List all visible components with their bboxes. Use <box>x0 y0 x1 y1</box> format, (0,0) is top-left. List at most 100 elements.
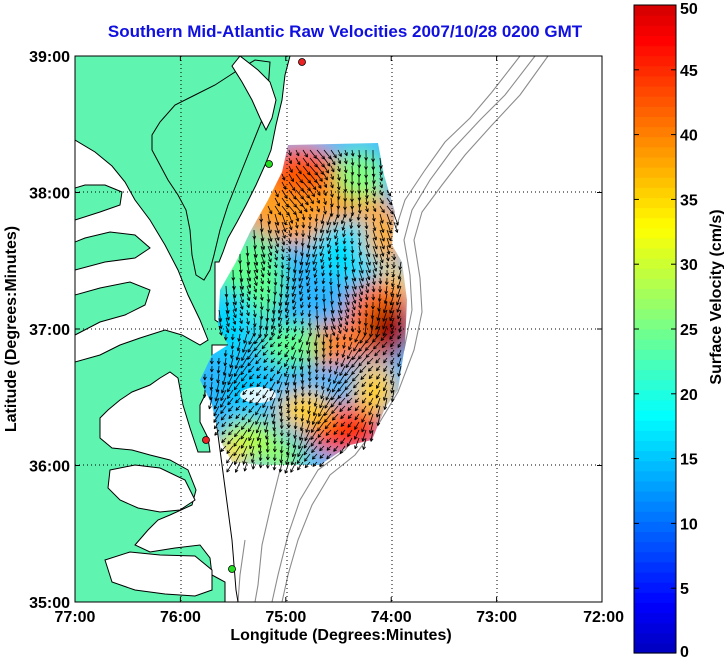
y-axis: 35:00 36:00 37:00 38:00 39:00 <box>29 49 602 612</box>
colorbar-cell <box>634 65 676 77</box>
colorbar-cell <box>634 55 676 67</box>
colorbar-cell <box>634 126 676 138</box>
colorbar-cell <box>634 572 676 583</box>
colorbar-cell <box>634 612 676 624</box>
colorbar-cell <box>634 227 676 239</box>
colorbar-cell <box>634 551 676 563</box>
velocity-vectors <box>202 149 403 474</box>
radar-stations <box>202 58 306 573</box>
y-tick-label: 35:00 <box>29 595 70 612</box>
sound-pamlico <box>104 551 213 597</box>
colorbar-cell <box>634 470 676 482</box>
colorbar-cell <box>634 480 676 492</box>
colorbar-cell <box>634 511 676 522</box>
colorbar-cell <box>634 167 676 178</box>
colorbar-cell <box>634 136 676 148</box>
colorbar-cell <box>634 106 676 117</box>
colorbar-tick-label: 5 <box>680 581 689 598</box>
colorbar-cell <box>634 622 676 634</box>
y-tick-label: 39:00 <box>29 49 70 66</box>
colorbar-cell <box>634 329 676 340</box>
colorbar-cell <box>634 207 676 219</box>
colorbar-cell <box>634 430 676 441</box>
colorbar-cell <box>634 298 676 310</box>
land-delmarva <box>151 59 271 281</box>
y-tick-label: 38:00 <box>29 186 70 203</box>
colorbar-cell <box>634 268 676 279</box>
x-tick-label: 74:00 <box>371 609 412 626</box>
colorbar-cell <box>634 379 676 391</box>
colorbar-tick-label: 10 <box>680 516 698 533</box>
colorbar: 0 5 10 15 20 25 30 35 40 45 50 Surface Velocity (c… <box>633 1 724 659</box>
colorbar-cell <box>634 197 676 209</box>
colorbar-cell <box>634 582 676 593</box>
y-axis-label: Latitude (Degrees:Minutes) <box>3 226 20 432</box>
colorbar-cell <box>634 369 676 381</box>
colorbar-cell <box>634 410 676 421</box>
x-tick-label: 72:00 <box>583 609 624 626</box>
colorbar-cell <box>634 450 676 462</box>
x-axis-label: Longitude (Degrees:Minutes) <box>230 627 451 644</box>
colorbar-tick-label: 40 <box>680 128 698 145</box>
colorbar-cell <box>634 288 676 300</box>
colorbar-cell <box>634 592 676 603</box>
station-marker <box>228 565 236 573</box>
bay-delaware <box>231 56 277 132</box>
colorbar-tick-label: 45 <box>680 63 698 80</box>
x-tick-label: 75:00 <box>265 609 306 626</box>
colorbar-tick-label: 35 <box>680 192 698 209</box>
grid-lines <box>75 56 602 602</box>
colorbar-cell <box>634 217 676 229</box>
colorbar-cell <box>634 420 676 431</box>
station-marker <box>298 58 306 66</box>
colorbar-cell <box>634 278 676 290</box>
colorbar-cell <box>634 15 676 26</box>
colorbar-cell <box>634 339 676 350</box>
colorbar-cell <box>634 75 676 87</box>
colorbar-cell <box>634 35 676 47</box>
y-tick-label: 36:00 <box>29 459 70 476</box>
colorbar-cell <box>634 177 676 188</box>
sound-albemarle <box>107 464 196 513</box>
colorbar-cell <box>634 602 676 614</box>
colorbar-gradient <box>634 5 676 654</box>
x-tick-label: 76:00 <box>160 609 201 626</box>
colorbar-cell <box>634 632 676 644</box>
colorbar-cell <box>634 45 676 57</box>
x-tick-label: 73:00 <box>476 609 517 626</box>
colorbar-tick-label: 20 <box>680 387 698 404</box>
barrier-islands <box>213 394 239 602</box>
colorbar-cell <box>634 156 676 168</box>
colorbar-cell <box>634 541 676 553</box>
colorbar-cell <box>634 258 676 269</box>
colorbar-cell <box>634 521 676 533</box>
velocity-arrow <box>202 149 403 474</box>
colorbar-tick-label: 50 <box>680 1 698 18</box>
colorbar-cell <box>634 389 676 401</box>
colorbar-cell <box>634 501 676 512</box>
colorbar-cell <box>634 248 676 259</box>
plot-area <box>74 55 603 603</box>
colorbar-cell <box>634 96 676 107</box>
colorbar-cell <box>634 5 676 16</box>
colorbar-cell <box>634 399 676 411</box>
station-marker <box>265 160 273 168</box>
land-masses <box>75 56 291 602</box>
colorbar-cell <box>634 318 676 330</box>
colorbar-tick-label: 30 <box>680 257 698 274</box>
y-tick-label: 37:00 <box>29 322 70 339</box>
colorbar-cell <box>634 237 676 249</box>
colorbar-cell <box>634 359 676 371</box>
colorbar-cell <box>634 308 676 320</box>
x-axis: 77:00 76:00 75:00 74:00 73:00 72:00 <box>55 56 624 626</box>
station-marker <box>202 436 210 444</box>
colorbar-cell <box>634 642 676 654</box>
colorbar-cell <box>634 116 676 128</box>
colorbar-ticks: 0 5 10 15 20 25 30 35 40 45 50 <box>634 1 698 659</box>
colorbar-cell <box>634 25 676 36</box>
x-tick-label: 77:00 <box>55 609 96 626</box>
colorbar-cell <box>634 146 676 158</box>
colorbar-cell <box>634 460 676 472</box>
colorbar-label: Surface Velocity (cm/s) <box>708 209 724 384</box>
colorbar-tick-label: 25 <box>680 322 698 339</box>
